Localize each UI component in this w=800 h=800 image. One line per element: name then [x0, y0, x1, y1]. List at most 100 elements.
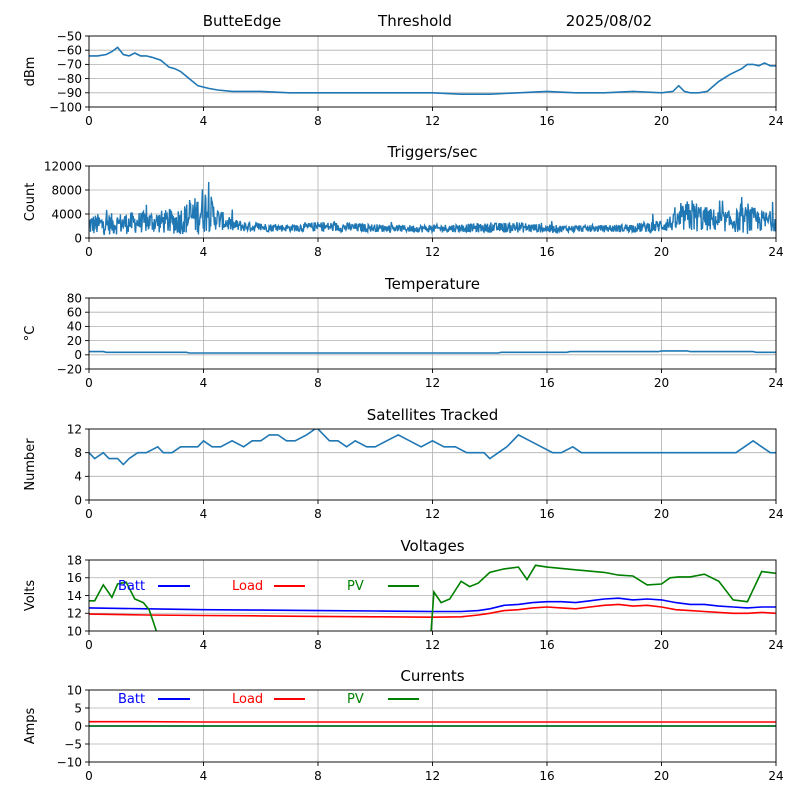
x-tick-label: 16: [539, 245, 554, 259]
x-tick-label: 8: [314, 376, 322, 390]
y-tick-label: 4000: [51, 207, 82, 221]
series-line-load: [89, 603, 776, 619]
x-tick-label: 4: [200, 507, 208, 521]
chart-panel-5: 0 4 8 12 16 20 24 −10 −5 0 5 10 Currents Amps Batt Load…: [23, 667, 784, 783]
legend-label-pv: PV: [347, 579, 364, 594]
series-line-data: [89, 429, 776, 466]
y-tick-label: 18: [67, 553, 82, 567]
header-mode: Threshold: [377, 12, 452, 30]
y-tick-label: 0: [74, 719, 82, 733]
x-tick-label: 24: [768, 769, 783, 783]
x-tick-label: 24: [768, 507, 783, 521]
x-tick-label: 20: [654, 638, 669, 652]
y-tick-label: 40: [67, 320, 82, 334]
x-tick-label: 20: [654, 245, 669, 259]
legend-label-batt: Batt: [118, 579, 145, 594]
y-tick-label: 10: [67, 624, 82, 638]
x-tick-label: 20: [654, 376, 669, 390]
y-tick-label: 20: [67, 334, 82, 348]
x-tick-label: 24: [768, 114, 783, 128]
x-tick-label: 8: [314, 507, 322, 521]
y-tick-label: −90: [57, 86, 82, 100]
y-tick-label: 16: [67, 571, 82, 585]
x-tick-label: 20: [654, 769, 669, 783]
y-tick-label: 0: [74, 348, 82, 362]
y-tick-label: 5: [74, 701, 82, 715]
y-tick-label: −5: [64, 737, 82, 751]
chart-panel-0: 0 4 8 12 16 20 24 −100−90−80−70−60−50 dBm: [23, 29, 784, 128]
y-tick-label: 12: [67, 422, 82, 436]
y-axis-label: Number: [23, 438, 38, 491]
data-group: [89, 46, 776, 95]
x-tick-label: 4: [200, 245, 208, 259]
series-line-pv: [430, 564, 776, 631]
y-tick-label: 14: [67, 589, 82, 603]
y-tick-label: 4: [74, 470, 82, 484]
chart-title: Satellites Tracked: [367, 406, 498, 424]
series-line-data: [89, 46, 776, 95]
data-group: [89, 564, 776, 631]
x-tick-label: 20: [654, 507, 669, 521]
data-group: [89, 181, 776, 236]
x-tick-label: 0: [85, 507, 93, 521]
x-tick-label: 24: [768, 376, 783, 390]
y-tick-label: 0: [74, 231, 82, 245]
y-tick-label: 12000: [44, 159, 82, 173]
y-tick-label: −20: [57, 362, 82, 376]
y-tick-label: 80: [67, 291, 82, 305]
x-tick-label: 8: [314, 769, 322, 783]
x-tick-label: 16: [539, 638, 554, 652]
y-axis-label: Count: [23, 183, 38, 222]
x-tick-label: 4: [200, 376, 208, 390]
x-tick-label: 20: [654, 114, 669, 128]
series-line-pv: [89, 581, 158, 631]
x-tick-label: 0: [85, 638, 93, 652]
y-axis-label: Amps: [23, 707, 38, 744]
x-tick-label: 12: [425, 638, 440, 652]
y-tick-label: 8000: [51, 183, 82, 197]
x-tick-label: 4: [200, 638, 208, 652]
y-axis-label: Volts: [23, 580, 38, 612]
x-tick-label: 12: [425, 507, 440, 521]
y-tick-label: 8: [74, 446, 82, 460]
x-tick-label: 12: [425, 245, 440, 259]
data-group: [89, 720, 776, 727]
x-tick-label: 4: [200, 769, 208, 783]
legend-label-load: Load: [232, 579, 263, 594]
x-tick-label: 0: [85, 376, 93, 390]
legend-label-batt: Batt: [118, 692, 145, 707]
y-tick-label: −60: [57, 44, 82, 58]
x-tick-label: 16: [539, 769, 554, 783]
series-line-triggers: [89, 181, 776, 236]
y-tick-label: 0: [74, 493, 82, 507]
y-tick-label: 60: [67, 306, 82, 320]
chart-title: Voltages: [400, 537, 464, 555]
chart-title: Temperature: [384, 275, 480, 293]
x-tick-label: 12: [425, 376, 440, 390]
y-tick-label: 12: [67, 607, 82, 621]
data-group: [89, 429, 776, 466]
y-axis-label: °C: [23, 326, 38, 342]
x-tick-label: 0: [85, 114, 93, 128]
chart-panel-4: 0 4 8 12 16 20 24 10 12 14 16 18 Voltages Volts Batt Lo…: [23, 537, 784, 652]
x-tick-label: 0: [85, 769, 93, 783]
legend-label-load: Load: [232, 692, 263, 707]
y-tick-label: −80: [57, 72, 82, 86]
x-tick-label: 24: [768, 245, 783, 259]
x-tick-label: 12: [425, 114, 440, 128]
legend-label-pv: PV: [347, 692, 364, 707]
x-tick-label: 8: [314, 245, 322, 259]
x-tick-label: 8: [314, 114, 322, 128]
header-station: ButteEdge: [203, 12, 282, 30]
data-group: [89, 350, 776, 354]
y-tick-label: −100: [49, 100, 82, 114]
header-date: 2025/08/02: [566, 12, 652, 30]
chart-title: Triggers/sec: [387, 143, 478, 161]
x-tick-label: 4: [200, 114, 208, 128]
x-tick-label: 16: [539, 376, 554, 390]
y-tick-label: −50: [57, 29, 82, 43]
y-tick-label: −10: [57, 755, 82, 769]
chart-title: Currents: [400, 667, 464, 685]
